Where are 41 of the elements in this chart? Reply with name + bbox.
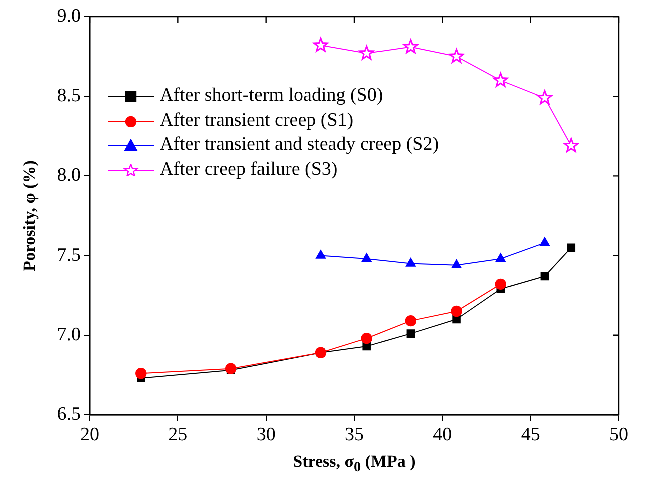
point [449, 49, 464, 64]
y-tick-label: 9.0 [57, 6, 81, 27]
point [314, 38, 328, 52]
x-axis-title: Stress, σ$_{0}$ (MPa ) [292, 452, 417, 476]
y-tick-label: 8.0 [57, 165, 81, 186]
point [567, 244, 576, 252]
point [405, 315, 417, 327]
y-tick-label: 6.5 [57, 404, 81, 425]
point [564, 138, 579, 152]
x-tick-label: 50 [610, 424, 628, 446]
point [136, 368, 147, 380]
point [493, 72, 508, 88]
point [452, 260, 462, 268]
x-tick-label: 35 [345, 424, 364, 446]
point [540, 272, 550, 281]
point [225, 363, 237, 374]
y-tick-label: 7.0 [57, 324, 81, 346]
x-tick-label: 40 [433, 424, 452, 446]
point [451, 306, 462, 318]
legend-label: After transient creep (S1) [160, 108, 354, 132]
y-axis-title: Porosity, φ (%) [20, 160, 40, 272]
point [406, 258, 416, 267]
point [538, 90, 552, 105]
point [540, 237, 550, 246]
point [361, 332, 372, 344]
point [362, 253, 372, 262]
point [316, 250, 326, 259]
point [406, 330, 416, 338]
x-tick-label: 20 [80, 424, 100, 446]
x-tick-label: 25 [168, 424, 188, 446]
legend-label: After transient and steady creep (S2) [160, 133, 440, 157]
x-tick-label: 45 [521, 424, 540, 446]
point [359, 46, 374, 60]
point [496, 253, 506, 262]
y-tick-label: 8.5 [57, 86, 81, 107]
y-tick-label: 7.5 [57, 244, 81, 266]
point [404, 40, 418, 54]
point [495, 278, 506, 290]
legend-label: After creep failure (S3) [160, 158, 338, 182]
legend-label: After short-term loading (S0) [160, 84, 384, 108]
x-tick-label: 30 [256, 424, 276, 446]
